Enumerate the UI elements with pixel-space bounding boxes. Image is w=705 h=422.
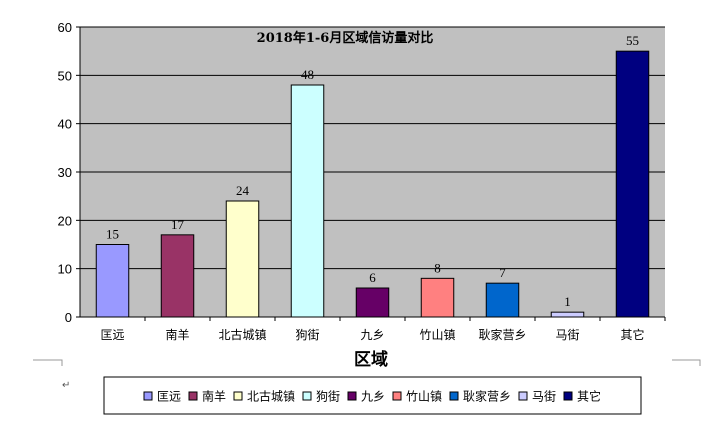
legend-swatch-5 bbox=[392, 391, 402, 401]
x-tick-label-1: 南羊 bbox=[165, 327, 189, 342]
bar-5 bbox=[420, 277, 455, 318]
legend-swatch-8 bbox=[563, 391, 573, 401]
data-label-4: 6 bbox=[369, 270, 376, 285]
legend-label-3: 狗街 bbox=[316, 390, 340, 404]
x-tick-labels: 匡远 南羊 北古城镇 狗街 九乡 竹山镇 耿家营乡 马街 其它 bbox=[100, 317, 666, 342]
bar-6 bbox=[485, 282, 520, 318]
x-tick-label-3: 狗街 bbox=[295, 328, 319, 342]
y-tick-label-4: 40 bbox=[58, 117, 72, 132]
legend-label-7: 马街 bbox=[532, 390, 556, 404]
data-label-2: 24 bbox=[236, 183, 250, 198]
bar-0 bbox=[95, 244, 130, 318]
bar-4 bbox=[355, 287, 390, 318]
legend-swatch-7 bbox=[518, 391, 528, 401]
y-tick-label-3: 30 bbox=[58, 165, 72, 180]
x-tick-label-2: 北古城镇 bbox=[218, 327, 266, 342]
chart-title: 2018年1-6月区域信访量对比 bbox=[257, 30, 434, 46]
legend-label-1: 南羊 bbox=[202, 389, 226, 404]
legend-swatch-1 bbox=[188, 391, 198, 401]
bar-1 bbox=[160, 234, 195, 318]
legend: 匡远 南羊 北古城镇 狗街 九乡 竹山镇 耿家营乡 马街 其它 bbox=[103, 376, 642, 415]
data-label-8: 55 bbox=[626, 33, 639, 48]
bar-3 bbox=[290, 84, 325, 318]
return-mark: ↵ bbox=[62, 380, 70, 391]
legend-swatch-2 bbox=[233, 391, 243, 401]
x-tick-label-5: 竹山镇 bbox=[419, 328, 455, 342]
legend-label-2: 北古城镇 bbox=[247, 389, 295, 404]
data-label-1: 17 bbox=[171, 217, 185, 232]
bar-7 bbox=[550, 311, 585, 318]
data-label-6: 7 bbox=[499, 265, 506, 280]
legend-label-8: 其它 bbox=[577, 389, 601, 404]
data-label-7: 1 bbox=[564, 294, 571, 309]
bar-2 bbox=[225, 200, 260, 318]
legend-label-5: 竹山镇 bbox=[406, 390, 442, 404]
page-corner-mark-left bbox=[33, 359, 63, 366]
y-tick-label-2: 20 bbox=[58, 213, 72, 228]
x-tick-label-8: 其它 bbox=[620, 327, 644, 342]
y-tick-label-6: 60 bbox=[58, 20, 72, 35]
bars bbox=[95, 50, 650, 318]
legend-label-4: 九乡 bbox=[361, 390, 385, 404]
x-tick-label-7: 马街 bbox=[555, 328, 579, 342]
data-label-0: 15 bbox=[106, 227, 119, 242]
bar-8 bbox=[615, 50, 650, 318]
data-label-5: 8 bbox=[434, 260, 441, 275]
plot-area: 15 17 24 48 6 8 7 1 55 0 10 20 30 40 50 60 匡远 南羊 北古城镇 狗街 九… bbox=[58, 20, 666, 342]
x-tick-label-6: 耿家营乡 bbox=[478, 327, 526, 342]
x-tick-label-0: 匡远 bbox=[100, 328, 124, 342]
legend-swatch-6 bbox=[449, 391, 459, 401]
data-labels: 15 17 24 48 6 8 7 1 55 bbox=[106, 33, 639, 309]
legend-label-0: 匡远 bbox=[157, 390, 181, 404]
legend-swatch-0 bbox=[143, 391, 153, 401]
y-tick-label-1: 10 bbox=[58, 262, 72, 277]
legend-swatch-3 bbox=[302, 391, 312, 401]
y-tick-labels: 0 10 20 30 40 50 60 bbox=[58, 20, 80, 325]
y-tick-label-0: 0 bbox=[65, 310, 72, 325]
x-tick-label-4: 九乡 bbox=[360, 328, 384, 342]
y-tick-label-5: 50 bbox=[58, 68, 72, 83]
page-corner-mark-right bbox=[672, 359, 701, 366]
legend-swatch-4 bbox=[347, 391, 357, 401]
legend-label-6: 耿家营乡 bbox=[463, 389, 511, 404]
x-axis-title: 区域 bbox=[354, 349, 388, 370]
data-label-3: 48 bbox=[301, 67, 314, 82]
